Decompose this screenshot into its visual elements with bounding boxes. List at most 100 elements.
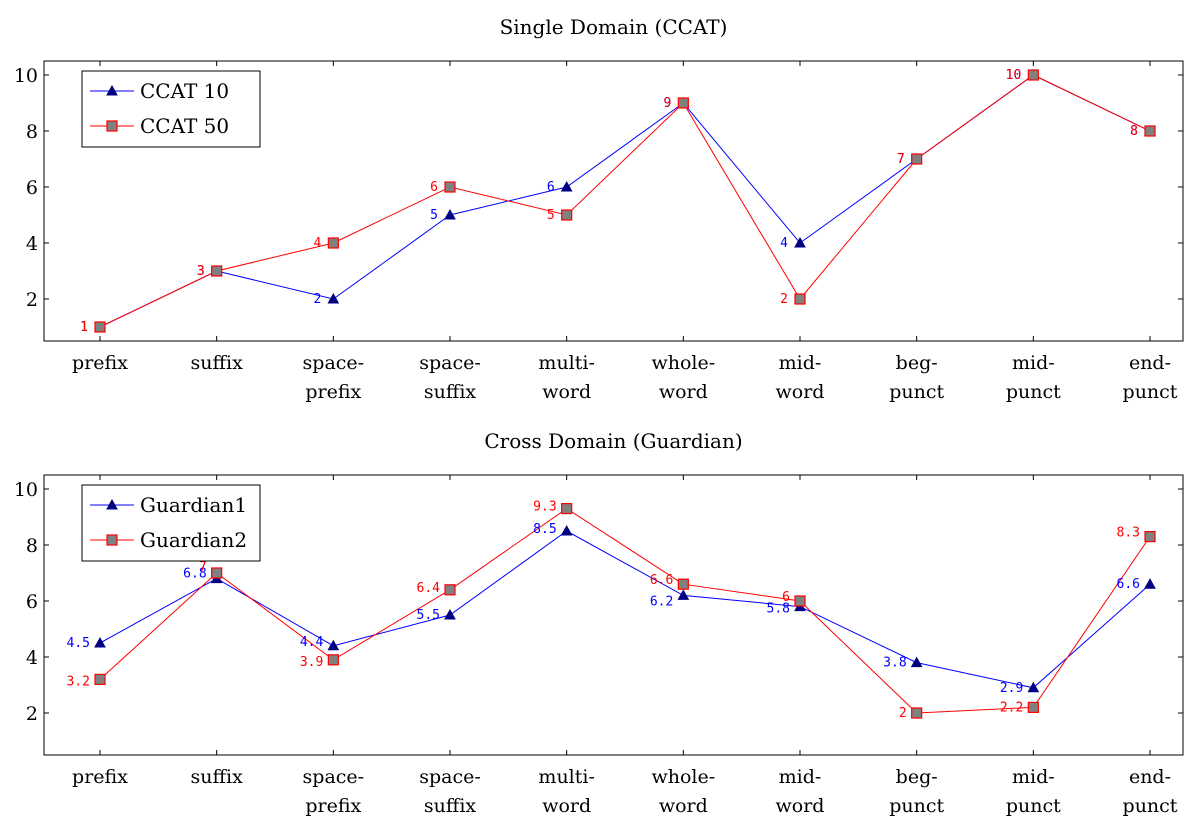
x-tick-label: end- xyxy=(1129,766,1171,788)
x-tick-label: prefix xyxy=(72,766,128,788)
data-point-CCAT_50 xyxy=(1027,69,1039,81)
x-tick-label: word xyxy=(659,795,708,817)
data-point-Guardian2 xyxy=(444,584,456,596)
legend-swatch-marker xyxy=(106,534,118,546)
data-label-Guardian2: 6.6 xyxy=(650,573,673,588)
y-tick-label: 4 xyxy=(26,233,38,255)
x-tick-label: end- xyxy=(1129,352,1171,374)
data-point-Guardian2 xyxy=(677,578,689,590)
data-label-Guardian2: 3.9 xyxy=(300,655,323,670)
data-label-CCAT_10: 6 xyxy=(547,180,555,195)
data-point-CCAT_50 xyxy=(561,209,573,221)
data-label-CCAT_50: 8 xyxy=(1130,124,1138,139)
data-label-CCAT_50: 1 xyxy=(80,320,88,335)
x-tick-label: word xyxy=(776,795,825,817)
legend: CCAT 10 CCAT 50 xyxy=(81,70,261,148)
legend-swatch-marker xyxy=(106,84,118,96)
data-label-CCAT_10: 4 xyxy=(780,236,788,251)
data-label-CCAT_50: 2 xyxy=(780,292,788,307)
data-point-CCAT_50 xyxy=(94,321,106,333)
data-point-Guardian2 xyxy=(327,654,339,666)
data-label-Guardian2: 6 xyxy=(782,590,790,605)
data-label-Guardian1: 8.5 xyxy=(533,522,556,537)
series-line-CCAT_50 xyxy=(99,74,1151,328)
data-label-CCAT_10: 1 xyxy=(80,320,88,335)
legend-label: Guardian1 xyxy=(140,493,247,517)
data-label-Guardian2: 3.2 xyxy=(67,674,90,689)
data-point-CCAT_10 xyxy=(560,180,573,192)
data-point-CCAT_50 xyxy=(911,153,923,165)
data-label-CCAT_10: 10 xyxy=(1006,68,1022,83)
data-point-Guardian2 xyxy=(211,567,223,579)
data-label-CCAT_50: 4 xyxy=(314,236,322,251)
legend-box xyxy=(81,484,261,562)
plot-frame xyxy=(43,474,1184,756)
data-label-CCAT_50: 5 xyxy=(547,208,555,223)
y-tick-label: 6 xyxy=(26,591,38,613)
y-tick-label: 2 xyxy=(26,289,38,311)
x-tick-label: beg- xyxy=(896,352,938,374)
x-tick-label: space- xyxy=(419,352,481,374)
data-label-CCAT_50: 6 xyxy=(430,180,438,195)
data-label-CCAT_10: 2 xyxy=(314,292,322,307)
data-point-Guardian1 xyxy=(560,524,573,536)
x-tick-label: word xyxy=(659,381,708,403)
x-tick-label: mid- xyxy=(779,352,822,374)
data-point-Guardian2 xyxy=(94,673,106,686)
data-label-CCAT_10: 3 xyxy=(197,264,205,279)
legend-label: CCAT 10 xyxy=(140,79,229,103)
data-point-Guardian1 xyxy=(94,636,106,648)
x-tick-label: suffix xyxy=(424,381,477,403)
y-tick-label: 2 xyxy=(26,703,38,725)
x-tick-label: space- xyxy=(303,766,365,788)
data-point-Guardian1 xyxy=(910,656,923,668)
data-point-Guardian2 xyxy=(1144,530,1156,543)
chart-title: Cross Domain (Guardian) xyxy=(484,429,742,453)
data-point-CCAT_10 xyxy=(794,236,806,248)
x-tick-label: word xyxy=(542,381,591,403)
data-point-Guardian2 xyxy=(1027,701,1039,714)
data-label-Guardian1: 2.9 xyxy=(1000,681,1023,696)
data-label-Guardian2: 8.3 xyxy=(1117,526,1140,541)
x-tick-label: prefix xyxy=(72,352,128,374)
x-tick-label: whole- xyxy=(651,352,715,374)
x-tick-label: punct xyxy=(1123,795,1178,817)
series-line-Guardian1 xyxy=(99,530,1151,689)
data-point-Guardian2 xyxy=(794,595,806,607)
data-point-Guardian2 xyxy=(911,707,923,719)
legend-swatch-marker xyxy=(106,120,118,132)
data-point-CCAT_10 xyxy=(327,292,340,304)
y-tick-label: 10 xyxy=(14,65,38,87)
data-label-CCAT_10: 5 xyxy=(430,208,438,223)
data-point-Guardian1 xyxy=(677,589,690,600)
y-tick-label: 8 xyxy=(26,121,38,143)
x-tick-label: mid- xyxy=(779,766,822,788)
data-label-CCAT_10: 8 xyxy=(1130,124,1138,139)
x-tick-label: punct xyxy=(1006,795,1061,817)
series-line-Guardian2 xyxy=(99,507,1151,714)
legend-label: CCAT 50 xyxy=(140,114,229,138)
x-tick-label: beg- xyxy=(896,766,938,788)
legend-label: Guardian2 xyxy=(140,528,247,552)
x-tick-label: prefix xyxy=(305,795,361,817)
chart-single-domain: Single Domain (CCAT) 2 4 6 8 10 prefix suffix sp… xyxy=(14,15,1184,403)
data-label-Guardian1: 4.5 xyxy=(67,636,90,651)
x-tick-label: space- xyxy=(303,352,365,374)
data-point-CCAT_50 xyxy=(444,181,456,193)
data-label-CCAT_10: 9 xyxy=(664,96,672,111)
data-label-CCAT_10: 7 xyxy=(897,152,905,167)
data-label-Guardian1: 6.8 xyxy=(183,567,206,582)
data-label-Guardian1: 5.5 xyxy=(417,608,440,623)
data-point-Guardian2 xyxy=(561,503,573,515)
y-tick-label: 4 xyxy=(26,647,38,669)
x-tick-label: suffix xyxy=(191,766,244,788)
plot-frame xyxy=(43,60,1184,342)
data-label-Guardian1: 4.4 xyxy=(300,635,324,650)
data-label-Guardian1: 6.2 xyxy=(650,594,673,609)
data-label-Guardian2: 7 xyxy=(199,560,207,575)
x-tick-label: prefix xyxy=(305,381,361,403)
legend-box xyxy=(81,70,261,148)
data-point-CCAT_50 xyxy=(677,97,689,109)
x-tick-label: mid- xyxy=(1012,766,1055,788)
data-label-Guardian2: 9.3 xyxy=(533,500,556,515)
